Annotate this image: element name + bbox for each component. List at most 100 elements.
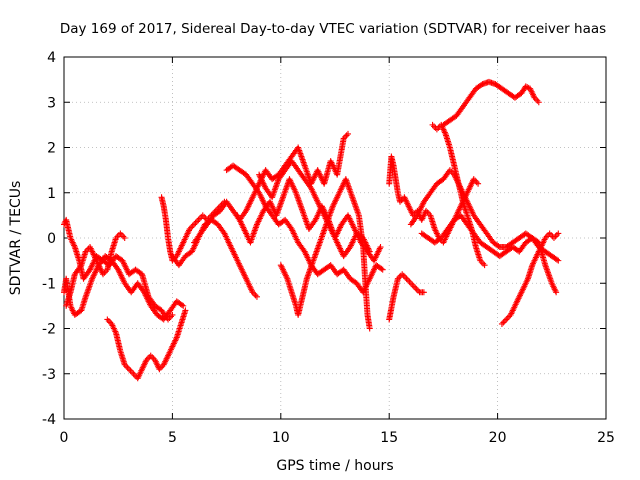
- data-point: [546, 230, 553, 237]
- y-tick-label: 1: [47, 186, 56, 202]
- data-point: [253, 293, 260, 300]
- data-point: [420, 289, 427, 296]
- data-point: [252, 292, 259, 299]
- x-tick-label: 5: [168, 430, 177, 446]
- data-point: [478, 82, 485, 89]
- data-point: [189, 222, 196, 229]
- series-sat-c: [63, 230, 128, 309]
- data-point: [406, 278, 413, 285]
- data-point: [126, 366, 133, 373]
- data-point: [410, 283, 417, 290]
- x-tick-label: 10: [272, 430, 290, 446]
- data-point: [429, 121, 436, 128]
- y-axis-label: SDTVAR / TECUs: [8, 181, 24, 296]
- data-point: [191, 221, 198, 228]
- data-point: [400, 272, 407, 279]
- data-point: [201, 213, 208, 220]
- data-point: [498, 320, 505, 327]
- x-tick-label: 25: [597, 430, 615, 446]
- data-point: [366, 325, 373, 332]
- series-sat-p: [407, 167, 562, 264]
- data-point: [182, 307, 189, 314]
- data-point: [500, 319, 507, 326]
- data-point: [199, 212, 206, 219]
- data-point: [409, 281, 416, 288]
- data-point: [555, 257, 562, 264]
- data-point: [178, 301, 185, 308]
- data-point: [504, 314, 511, 321]
- data-point: [127, 367, 134, 374]
- data-point: [379, 266, 386, 273]
- y-tick-label: 3: [47, 95, 56, 111]
- data-point: [120, 233, 127, 240]
- data-point: [121, 235, 128, 241]
- data-point: [124, 364, 131, 371]
- data-point: [378, 265, 385, 272]
- series-sat-q: [418, 212, 560, 296]
- data-point: [118, 231, 125, 238]
- series-sat-j: [277, 176, 373, 332]
- data-point: [113, 235, 120, 241]
- data-point: [130, 370, 137, 377]
- data-point: [481, 262, 488, 269]
- series-sat-g: [191, 130, 352, 246]
- data-point: [475, 180, 482, 187]
- data-point: [117, 230, 124, 237]
- data-point: [553, 289, 560, 296]
- data-point: [394, 275, 401, 282]
- data-series: [61, 78, 562, 382]
- y-tick-label: -4: [42, 412, 56, 428]
- series-sat-b: [61, 216, 176, 323]
- data-point: [121, 361, 128, 368]
- data-point: [105, 317, 112, 324]
- data-point: [550, 235, 557, 241]
- data-point: [147, 352, 154, 359]
- y-tick-label: -1: [42, 276, 56, 292]
- data-point: [128, 369, 135, 376]
- data-point: [180, 302, 187, 309]
- data-point: [195, 216, 202, 223]
- data-point: [403, 275, 410, 282]
- data-point: [402, 274, 409, 281]
- data-point: [149, 354, 156, 361]
- y-tick-label: -3: [42, 367, 56, 383]
- grid-lines: [64, 57, 606, 419]
- y-tick-label: 2: [47, 141, 56, 157]
- data-point: [343, 132, 350, 139]
- data-point: [431, 123, 438, 130]
- series-sat-o: [440, 78, 542, 128]
- data-point: [196, 215, 203, 222]
- x-tick-label: 0: [60, 430, 69, 446]
- data-point: [480, 260, 487, 267]
- series-sat-l: [386, 271, 427, 323]
- series-sat-r: [498, 230, 562, 327]
- y-tick-label: 4: [47, 50, 56, 66]
- data-point: [104, 316, 111, 323]
- data-point: [535, 99, 542, 106]
- x-tick-label: 20: [489, 430, 507, 446]
- chart-title: Day 169 of 2017, Sidereal Day-to-day VTE…: [60, 21, 606, 37]
- series-sat-n: [429, 121, 488, 269]
- data-point: [366, 248, 373, 255]
- axis-ticks: 0 5 10 15 20 25 -4 -3 -2 -1 0 1 2 3 4: [42, 50, 615, 446]
- data-point: [193, 218, 200, 225]
- data-point: [548, 231, 555, 238]
- data-point: [501, 317, 508, 324]
- series-sat-k: [256, 158, 373, 260]
- series-sat-d: [104, 307, 189, 382]
- y-tick-label: 0: [47, 231, 56, 247]
- data-point: [82, 248, 89, 255]
- data-point: [404, 277, 411, 284]
- data-point: [407, 280, 414, 287]
- x-axis-label: GPS time / hours: [276, 458, 393, 474]
- data-point: [192, 219, 199, 226]
- data-point: [345, 130, 352, 137]
- data-point: [477, 257, 484, 264]
- data-point: [397, 198, 404, 205]
- data-point: [377, 244, 384, 251]
- data-point: [552, 233, 559, 240]
- data-point: [399, 271, 406, 278]
- data-point: [554, 256, 561, 263]
- data-point: [473, 179, 480, 186]
